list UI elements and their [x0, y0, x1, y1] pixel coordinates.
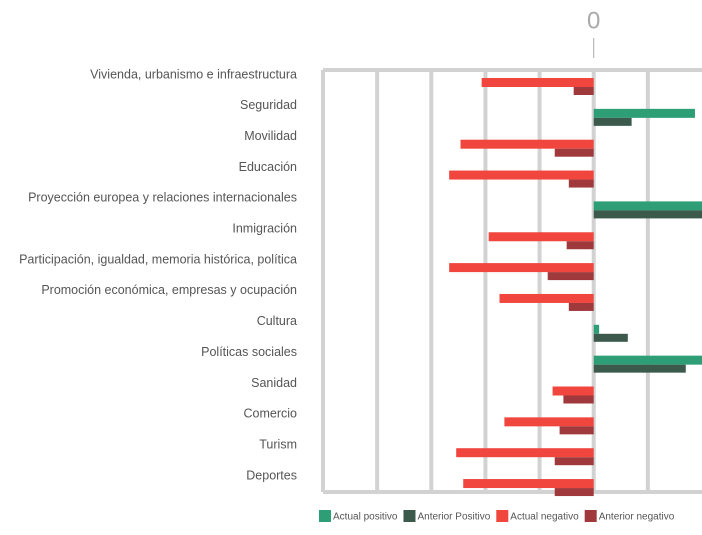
- x-tick-label: 0: [587, 7, 600, 34]
- bar: [547, 272, 594, 281]
- bar: [460, 139, 594, 149]
- bar: [568, 179, 594, 188]
- category-label: Sanidad: [251, 376, 297, 390]
- category-label: Seguridad: [240, 98, 297, 112]
- legend-swatch: [584, 510, 597, 522]
- bar: [554, 488, 594, 497]
- legend-swatch: [319, 510, 331, 522]
- legend-label: Actual positivo: [333, 512, 398, 523]
- legend-label: Actual negativo: [510, 512, 579, 523]
- bar: [568, 302, 594, 311]
- bar: [449, 170, 594, 180]
- bar: [593, 324, 600, 334]
- bar: [499, 293, 594, 303]
- bar: [563, 395, 594, 404]
- bar: [504, 417, 594, 427]
- bar: [593, 333, 628, 342]
- category-label: Inmigración: [232, 222, 297, 236]
- legend-swatch: [403, 510, 416, 522]
- category-label: Comercio: [244, 407, 298, 421]
- bar: [554, 148, 594, 157]
- bar: [554, 457, 594, 466]
- legend-label: Anterior negativo: [599, 512, 675, 523]
- bar: [559, 426, 594, 435]
- bar: [593, 210, 702, 219]
- bar: [566, 241, 594, 250]
- bar: [593, 364, 686, 373]
- bar: [449, 263, 594, 273]
- category-label: Proyección europea y relaciones internac…: [28, 191, 297, 205]
- bar: [593, 201, 702, 211]
- bar: [456, 448, 594, 458]
- bar: [593, 117, 632, 126]
- bar: [488, 232, 594, 242]
- category-label: Participación, igualdad, memoria históri…: [19, 252, 297, 266]
- legend-label: Anterior Positivo: [417, 512, 490, 523]
- category-label: Turism: [259, 437, 297, 451]
- bar: [573, 87, 594, 95]
- bar: [593, 355, 702, 365]
- category-label: Movilidad: [244, 129, 297, 143]
- category-label: Cultura: [257, 314, 297, 328]
- category-label: Deportes: [246, 468, 297, 482]
- bar: [481, 78, 594, 87]
- legend-swatch: [496, 510, 509, 522]
- category-label: Vivienda, urbanismo e infraestructura: [90, 67, 297, 81]
- category-label: Políticas sociales: [201, 345, 297, 359]
- bar: [593, 108, 695, 118]
- category-label: Promoción económica, empresas y ocupació…: [41, 283, 297, 297]
- category-label: Educación: [239, 160, 297, 174]
- bar: [463, 479, 594, 489]
- bar: [552, 386, 594, 396]
